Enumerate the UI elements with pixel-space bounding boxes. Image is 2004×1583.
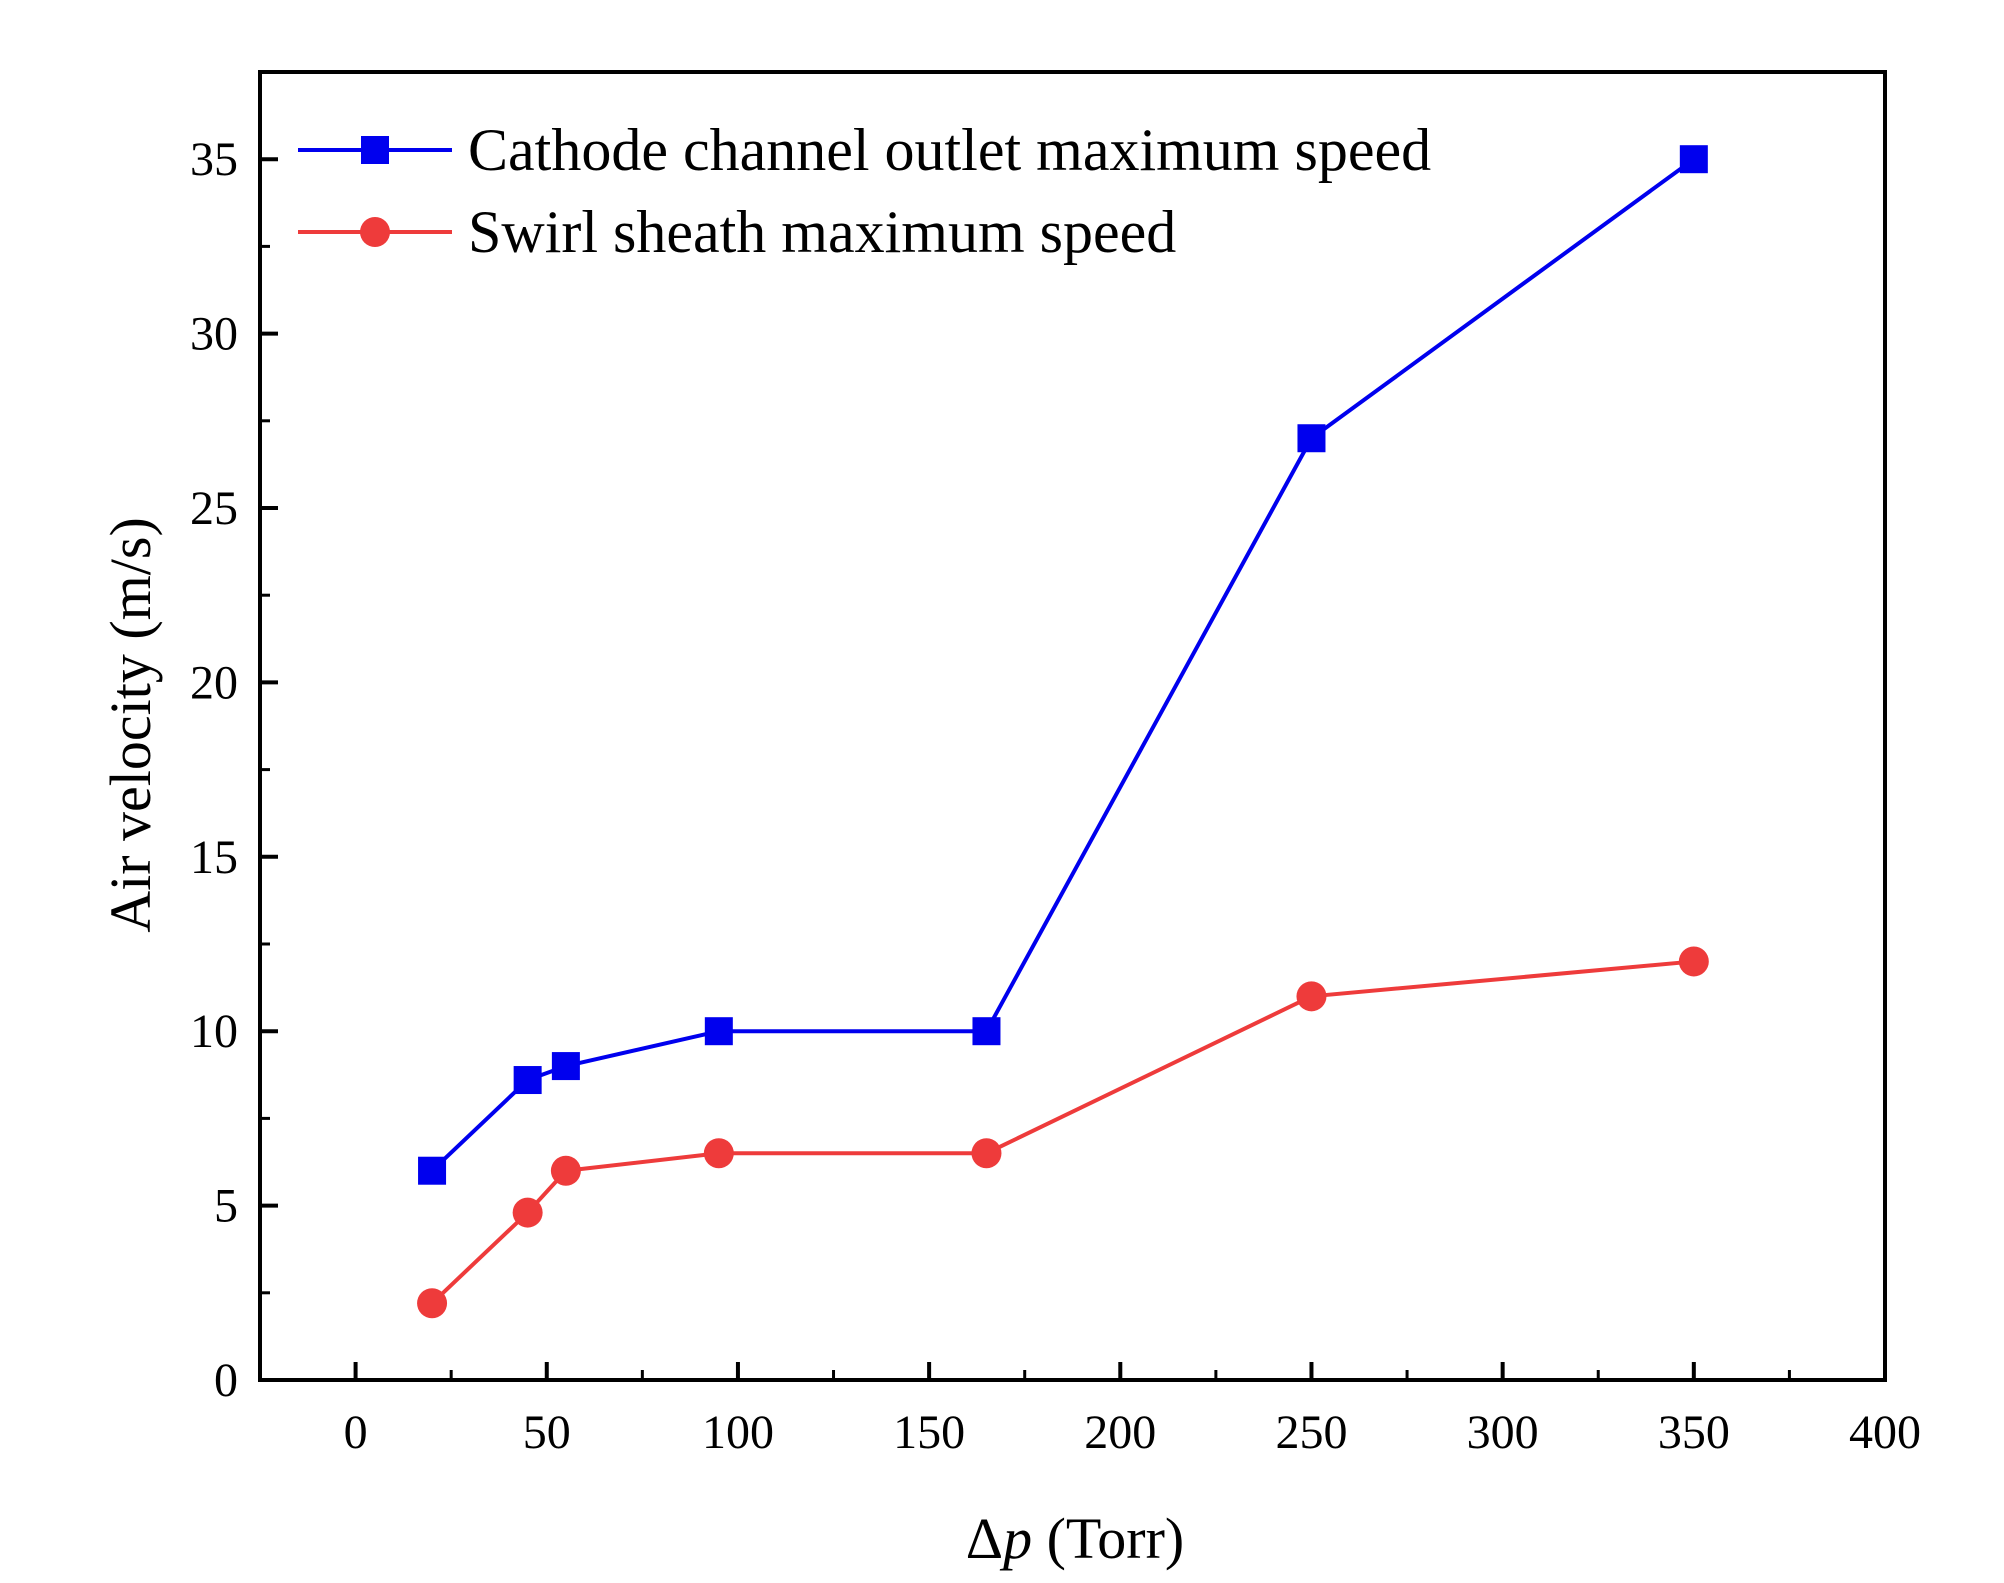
- x-tick-label: 0: [344, 1406, 368, 1459]
- legend-label: Cathode channel outlet maximum speed: [468, 117, 1431, 183]
- plot-frame: [258, 70, 1887, 1382]
- y-tick-label: 25: [190, 482, 238, 535]
- legend-marker: [361, 136, 389, 164]
- legend: Cathode channel outlet maximum speed Swir…: [298, 117, 1431, 265]
- data-point: [417, 1288, 448, 1319]
- x-tick-label: 100: [702, 1406, 774, 1459]
- data-point: [971, 1138, 1002, 1169]
- y-tick-label: 10: [190, 1005, 238, 1058]
- y-tick-label: 15: [190, 831, 238, 884]
- legend-entry-2: Swirl sheath maximum speed: [298, 199, 1176, 265]
- x-tick-label: 200: [1084, 1406, 1156, 1459]
- x-tick-label: 250: [1275, 1406, 1347, 1459]
- y-tick-label: 0: [214, 1354, 238, 1407]
- x-tick-label: 400: [1849, 1406, 1921, 1459]
- data-point: [418, 1156, 447, 1185]
- data-point: [1296, 981, 1327, 1012]
- x-tick-label: 150: [893, 1406, 965, 1459]
- data-point: [513, 1066, 542, 1095]
- x-tick-label: 350: [1658, 1406, 1730, 1459]
- x-tick-label: 50: [523, 1406, 571, 1459]
- x-tick-label: 300: [1467, 1406, 1539, 1459]
- legend-marker: [360, 217, 390, 247]
- data-point: [1678, 946, 1709, 977]
- plot-area: [417, 145, 1709, 1319]
- y-tick-label: 5: [214, 1180, 238, 1233]
- series-1: [418, 145, 1708, 1185]
- data-point: [512, 1197, 543, 1228]
- data-point: [704, 1017, 733, 1046]
- axes: 0 50 100 150 200 250 300 350 400 0 5 10 15 20 25 30 35: [190, 70, 1921, 1459]
- y-axis-title: Air velocity (m/s): [98, 517, 163, 933]
- data-point: [972, 1017, 1001, 1046]
- data-point: [1297, 424, 1326, 453]
- data-point: [551, 1052, 580, 1081]
- y-tick-label: 30: [190, 308, 238, 361]
- legend-label: Swirl sheath maximum speed: [468, 199, 1176, 265]
- legend-entry-1: Cathode channel outlet maximum speed: [298, 117, 1431, 183]
- series-2: [417, 946, 1709, 1319]
- y-tick-label: 20: [190, 656, 238, 709]
- x-axis-title: Δp (Torr): [966, 1506, 1184, 1571]
- y-tick-label: 35: [190, 133, 238, 186]
- data-point: [703, 1138, 734, 1169]
- data-point: [550, 1155, 581, 1186]
- data-point: [1679, 145, 1708, 174]
